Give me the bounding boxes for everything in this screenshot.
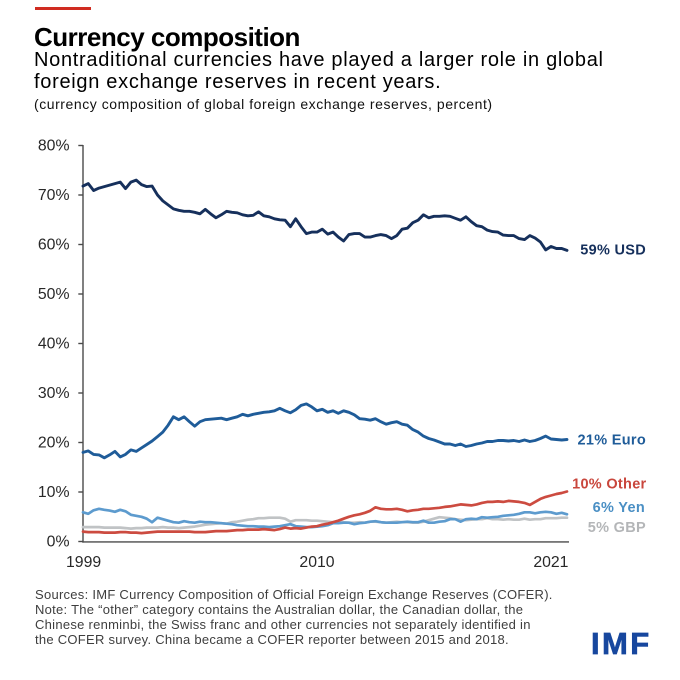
svg-text:40%: 40% xyxy=(38,336,70,353)
svg-text:59% USD: 59% USD xyxy=(580,243,646,259)
svg-text:10%: 10% xyxy=(38,484,70,501)
svg-text:21% Euro: 21% Euro xyxy=(578,433,646,449)
svg-text:10% Other: 10% Other xyxy=(572,477,646,493)
svg-text:70%: 70% xyxy=(38,187,70,204)
svg-text:2021: 2021 xyxy=(533,554,568,571)
svg-text:1999: 1999 xyxy=(66,554,101,571)
svg-text:60%: 60% xyxy=(38,237,70,254)
svg-text:80%: 80% xyxy=(38,138,70,155)
svg-text:0%: 0% xyxy=(47,534,70,551)
svg-text:2010: 2010 xyxy=(299,554,334,571)
svg-text:30%: 30% xyxy=(38,385,70,402)
svg-text:6% Yen: 6% Yen xyxy=(593,500,645,516)
svg-text:5% GBP: 5% GBP xyxy=(588,520,646,536)
svg-text:20%: 20% xyxy=(38,435,70,452)
svg-text:50%: 50% xyxy=(38,286,70,303)
